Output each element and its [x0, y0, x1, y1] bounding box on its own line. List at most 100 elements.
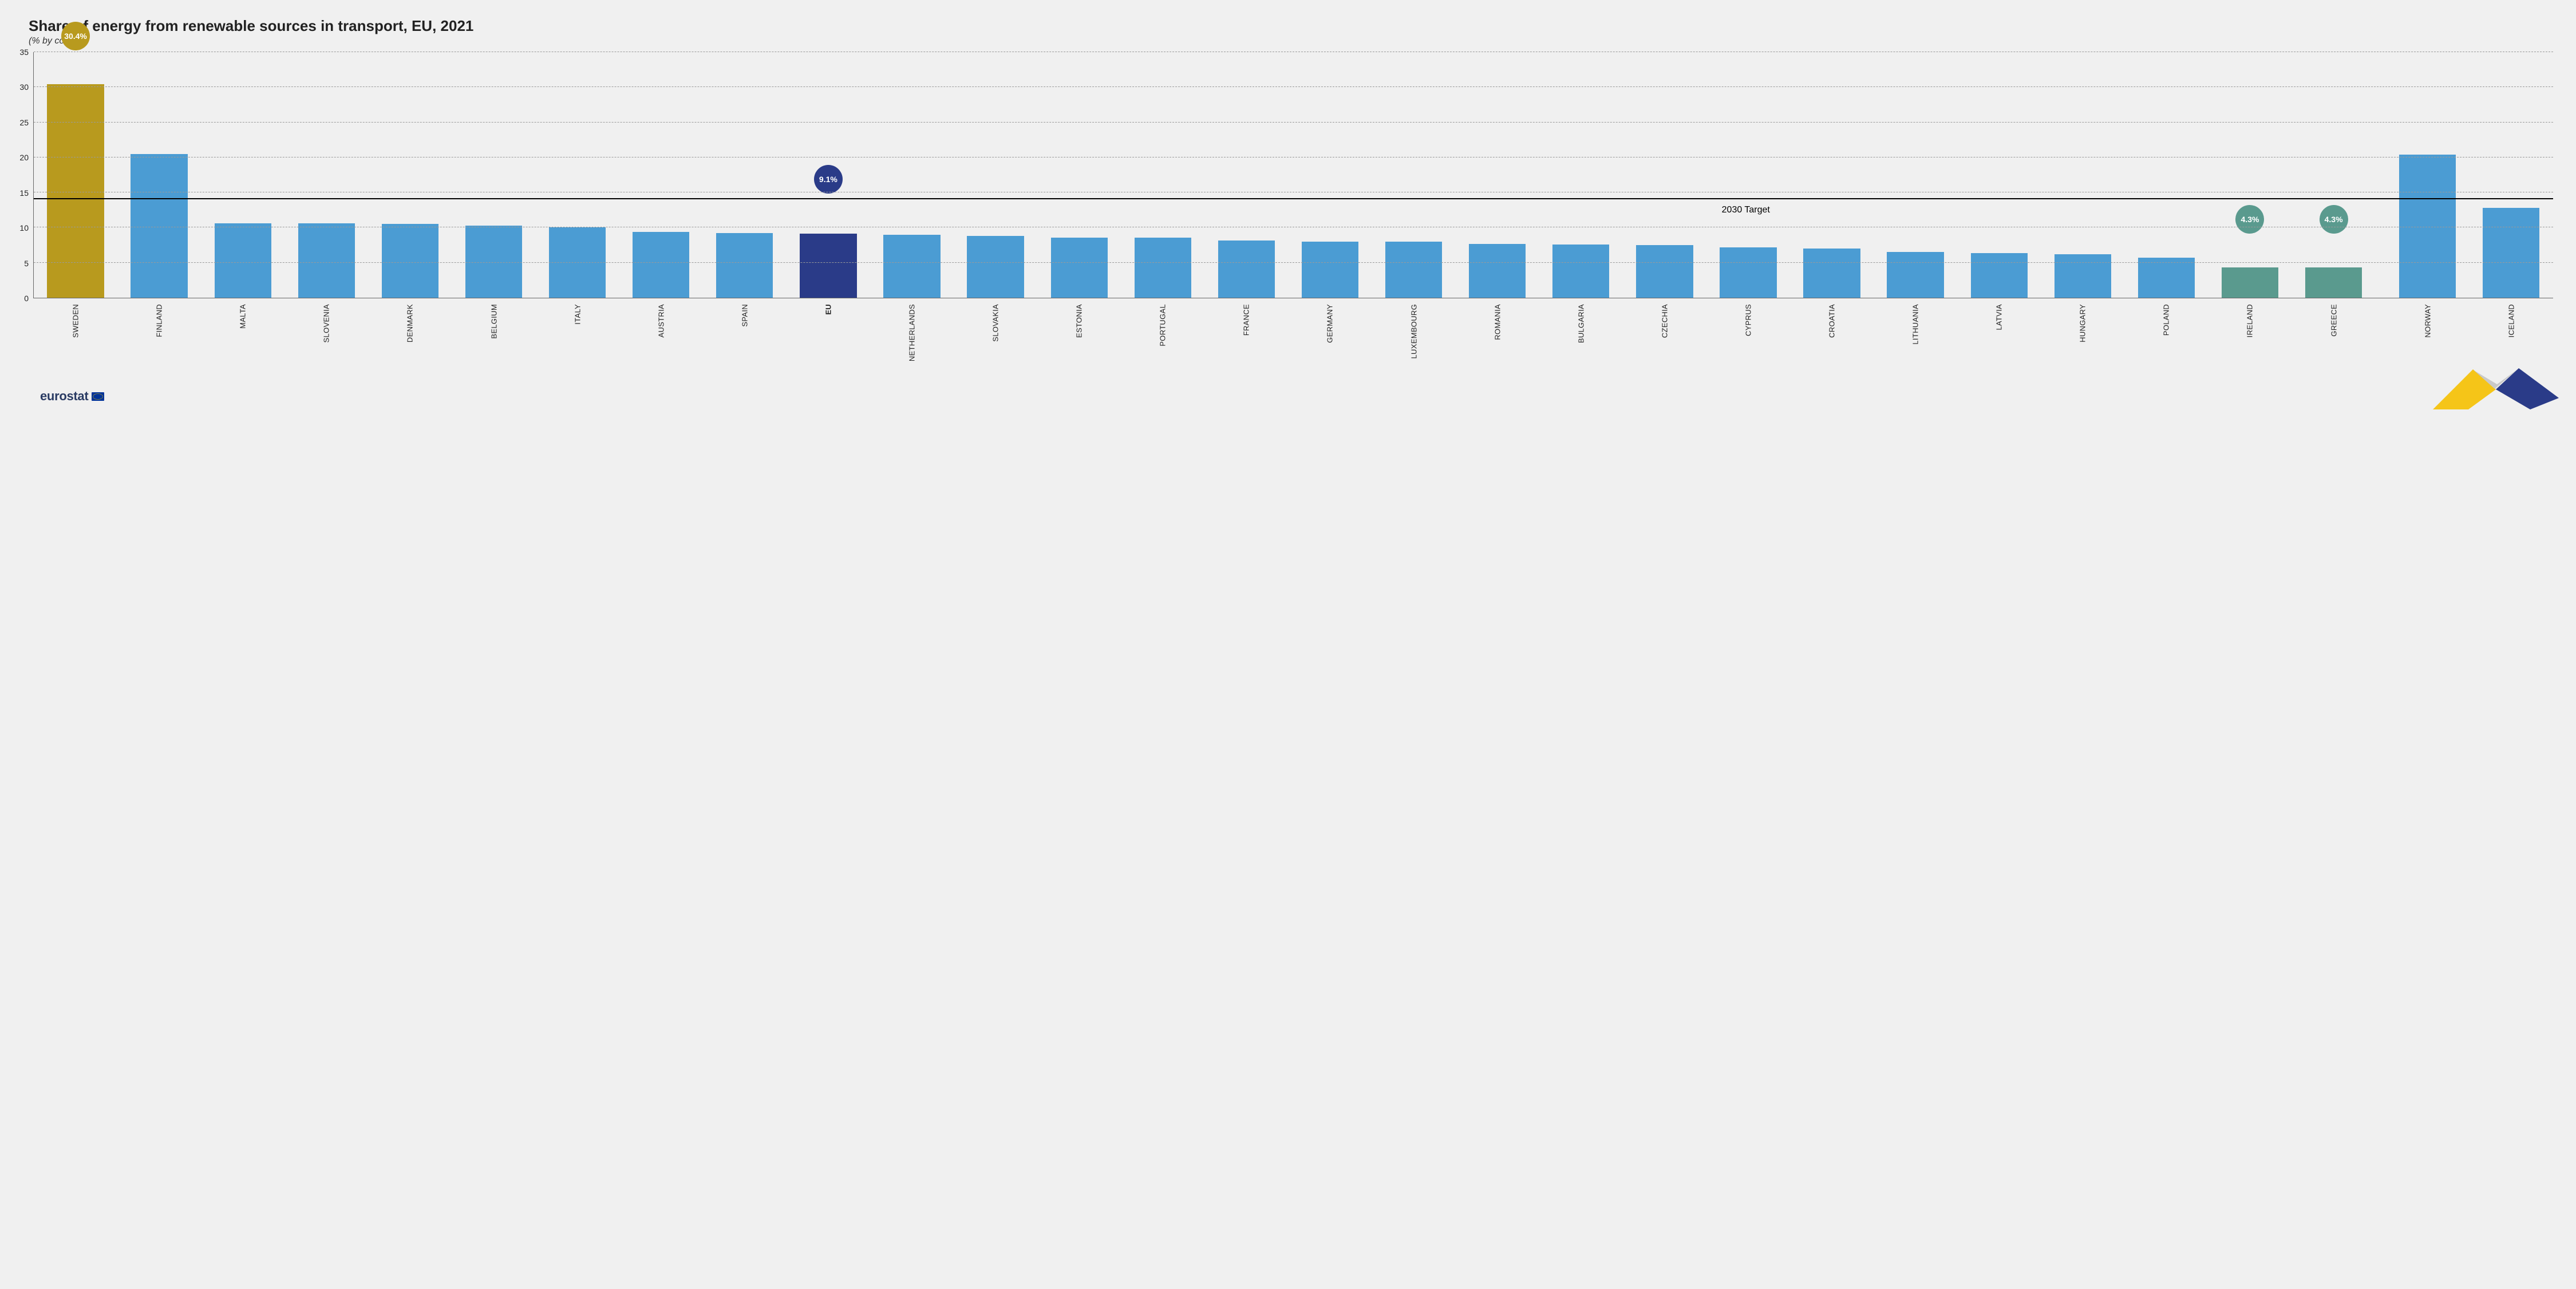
x-labels-container: SWEDEN FINLAND MALTA SLOVENIA DENMARK BELGIUM…	[33, 302, 2553, 365]
x-slot: SLOVENIA	[285, 302, 368, 365]
bar-ie	[2222, 267, 2278, 298]
x-label-nl: NETHERLANDS	[907, 304, 916, 361]
x-label-pt: PORTUGAL	[1159, 304, 1167, 346]
bar-at	[633, 232, 689, 298]
x-slot: POLAND	[2124, 302, 2208, 365]
bar-slot	[2386, 52, 2470, 298]
bar-slot	[1623, 52, 1706, 298]
plot-area: 30.4%9.1%4.3%4.3% 2030 Target	[33, 52, 2553, 298]
x-label-si: SLOVENIA	[322, 304, 331, 342]
chart-root: Share of energy from renewable sources i…	[0, 0, 2576, 407]
x-label-bg: BULGARIA	[1577, 304, 1585, 343]
swoosh-icon	[2433, 358, 2559, 409]
bar-dk	[382, 224, 438, 298]
bars-container: 30.4% 9.1% 4.3% 4.3%	[34, 52, 2553, 298]
bar-slot	[536, 52, 619, 298]
x-label-cy: CYPRUS	[1744, 304, 1752, 336]
x-label-el: GREECE	[2329, 304, 2338, 337]
bar-slot	[2124, 52, 2208, 298]
x-slot: NORWAY	[2386, 302, 2470, 365]
bar-slot	[1539, 52, 1623, 298]
x-slot: NETHERLANDS	[870, 302, 954, 365]
eurostat-logo-text: eurostat	[40, 389, 88, 404]
bar-slot	[117, 52, 201, 298]
grid-line	[34, 262, 2553, 263]
x-slot: LATVIA	[1957, 302, 2041, 365]
x-label-pl: POLAND	[2162, 304, 2171, 336]
bar-slot	[1456, 52, 1539, 298]
bar-slot: 9.1%	[787, 52, 870, 298]
bar-slot	[2470, 52, 2553, 298]
x-slot: GERMANY	[1288, 302, 1372, 365]
bar-slot	[1790, 52, 1874, 298]
y-axis: 05101520253035	[29, 52, 33, 298]
x-slot: LUXEMBOURG	[1372, 302, 1456, 365]
x-slot: SWEDEN	[34, 302, 117, 365]
target-line	[34, 198, 2553, 199]
x-slot: BULGARIA	[1539, 302, 1623, 365]
x-label-it: ITALY	[573, 304, 582, 325]
x-label-es: SPAIN	[740, 304, 749, 327]
bar-slot	[703, 52, 787, 298]
bar-slot	[870, 52, 954, 298]
callout-ie: 4.3%	[2235, 205, 2264, 234]
callout-eu: 9.1%	[814, 165, 843, 194]
bar-slot	[368, 52, 452, 298]
bar-slot	[619, 52, 703, 298]
x-label-lv: LATVIA	[1995, 304, 2004, 330]
bar-eu	[800, 234, 856, 298]
eurostat-logo: eurostat	[40, 389, 104, 404]
x-slot: ESTONIA	[1037, 302, 1121, 365]
bar-hu	[2055, 254, 2111, 298]
bar-slot	[285, 52, 368, 298]
plot-wrap: 05101520253035 30.4%9.1%4.3%4.3% 2030 Ta…	[29, 52, 2553, 298]
x-axis: SWEDEN FINLAND MALTA SLOVENIA DENMARK BELGIUM…	[29, 302, 2553, 365]
bar-ee	[1051, 238, 1108, 298]
bar-cy	[1720, 247, 1776, 298]
chart-title: Share of energy from renewable sources i…	[29, 17, 2553, 35]
bar-si	[298, 223, 355, 298]
x-slot: DENMARK	[368, 302, 452, 365]
bar-lu	[1385, 242, 1442, 298]
x-slot: FINLAND	[117, 302, 201, 365]
bar-cz	[1636, 245, 1693, 298]
bar-it	[549, 227, 606, 298]
bar-de	[1302, 242, 1358, 298]
bar-slot	[1037, 52, 1121, 298]
title-block: Share of energy from renewable sources i…	[29, 17, 2553, 46]
x-label-mt: MALTA	[239, 304, 247, 329]
x-label-eu: EU	[824, 304, 832, 315]
bar-slot	[1706, 52, 1790, 298]
bar-se	[47, 84, 104, 298]
callout-el: 4.3%	[2320, 205, 2348, 234]
x-slot: HUNGARY	[2041, 302, 2124, 365]
x-label-be: BELGIUM	[489, 304, 498, 339]
chart-subtitle: (% by country)	[29, 36, 2553, 46]
x-slot: FRANCE	[1204, 302, 1288, 365]
bar-pt	[1135, 238, 1191, 298]
bar-fi	[131, 154, 187, 298]
bar-slot	[1874, 52, 1957, 298]
bar-slot: 30.4%	[34, 52, 117, 298]
bar-slot: 4.3%	[2208, 52, 2291, 298]
bar-pl	[2138, 258, 2195, 298]
grid-line	[34, 86, 2553, 87]
bar-is	[2483, 208, 2539, 298]
x-label-se: SWEDEN	[72, 304, 80, 338]
x-slot: SPAIN	[703, 302, 787, 365]
x-slot: CROATIA	[1790, 302, 1874, 365]
x-label-dk: DENMARK	[406, 304, 414, 342]
x-label-lu: LUXEMBOURG	[1409, 304, 1418, 358]
bar-lv	[1971, 253, 2028, 298]
x-slot: ICELAND	[2470, 302, 2553, 365]
bar-no	[2399, 155, 2456, 298]
bar-nl	[883, 235, 940, 298]
bar-slot	[1288, 52, 1372, 298]
x-slot: EU	[787, 302, 870, 365]
bar-slot: 4.3%	[2292, 52, 2376, 298]
bar-slot	[1121, 52, 1204, 298]
x-label-sk: SLOVAKIA	[991, 304, 1000, 342]
bar-mt	[215, 223, 271, 298]
x-label-at: AUSTRIA	[657, 304, 665, 337]
x-label-hr: CROATIA	[1828, 304, 1836, 338]
